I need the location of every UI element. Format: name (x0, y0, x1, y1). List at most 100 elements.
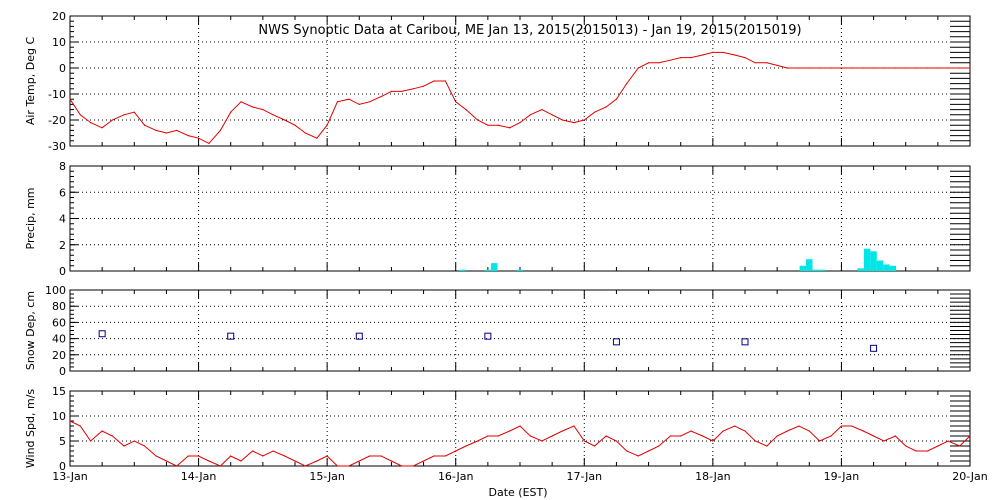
data-point (561, 119, 564, 121)
y-tick-label: 10 (52, 410, 66, 423)
data-point (840, 67, 843, 69)
y-tick-label: 0 (59, 365, 66, 378)
data-point (776, 64, 778, 66)
panel-wind: 0 5 10 15 Wind Spd, m/s (24, 385, 971, 473)
data-point (455, 101, 457, 103)
data-point (143, 445, 146, 447)
data-point (926, 67, 929, 69)
y-tick-label: 15 (52, 385, 66, 398)
data-point (754, 440, 756, 442)
data-point (658, 62, 660, 64)
x-tick-label: 17-Jan (567, 470, 603, 483)
y-tick-label: 80 (52, 300, 66, 313)
data-point (348, 465, 350, 467)
precip-bar (491, 263, 498, 271)
data-point (744, 57, 746, 59)
precip-bar (516, 269, 524, 271)
y-tick-label: 2 (59, 239, 66, 252)
data-point (905, 67, 907, 69)
data-point (637, 455, 639, 457)
data-point (583, 440, 585, 442)
data-point (551, 435, 553, 437)
y-tick-label: 0 (59, 460, 66, 473)
y-tick-label: 40 (52, 333, 66, 346)
x-tick-label: 16-Jan (438, 470, 474, 483)
data-point (487, 435, 489, 437)
x-tick-label: 19-Jan (824, 470, 860, 483)
data-point (187, 455, 189, 457)
data-point (947, 440, 949, 442)
data-point (368, 455, 371, 457)
data-point (926, 450, 929, 452)
data-point (573, 122, 575, 124)
y-tick-label: 20 (52, 349, 66, 362)
data-point (680, 435, 682, 437)
data-point (798, 67, 800, 69)
data-point (840, 425, 843, 427)
panel-air_temp: -30 -20 -10 0 10 20 Air Temp, Deg C (24, 10, 971, 153)
data-point (647, 450, 650, 452)
data-point (969, 67, 971, 69)
data-point (69, 420, 71, 422)
data-point (476, 119, 479, 121)
data-point (412, 465, 414, 467)
data-point (208, 460, 210, 462)
data-point (959, 67, 961, 69)
data-point (123, 445, 125, 447)
snow-depth-marker (612, 338, 620, 346)
data-point (497, 435, 499, 437)
data-point (390, 90, 393, 92)
data-point (712, 51, 714, 54)
data-point (615, 98, 618, 100)
x-tick-label: 15-Jan (309, 470, 345, 483)
data-point (766, 445, 768, 447)
data-point (808, 430, 810, 432)
precip-bar (870, 251, 877, 271)
precip-bar (863, 248, 871, 271)
x-tick-label: 20-Jan (952, 470, 988, 483)
data-point (133, 440, 135, 442)
data-point (551, 114, 553, 116)
data-point (722, 430, 724, 432)
data-point (197, 137, 200, 139)
data-point (561, 430, 564, 432)
precip-bar (818, 269, 826, 271)
data-point (808, 67, 810, 69)
data-point (647, 62, 650, 64)
data-point (734, 54, 736, 56)
data-point (123, 114, 125, 116)
data-point (818, 440, 821, 442)
data-point (626, 450, 628, 452)
precip-bar (799, 265, 807, 271)
data-point (786, 67, 789, 69)
data-point (155, 455, 157, 457)
data-point (894, 67, 897, 69)
data-point (197, 455, 200, 457)
data-point (487, 124, 489, 126)
y-tick-label: 8 (59, 160, 66, 173)
data-point (915, 450, 917, 452)
data-point (176, 129, 178, 131)
data-point (219, 465, 222, 467)
data-point (573, 425, 575, 427)
data-point (519, 122, 521, 124)
precip-bar (857, 268, 864, 271)
data-point (476, 440, 479, 442)
data-point (326, 124, 328, 126)
data-point (905, 445, 907, 447)
data-point (872, 67, 875, 69)
data-point (219, 129, 222, 131)
data-point (776, 435, 778, 437)
y-tick-label: 0 (59, 62, 66, 75)
data-point (529, 114, 531, 116)
data-point (294, 460, 296, 462)
snow-depth-marker (98, 330, 106, 338)
data-point (69, 98, 71, 100)
data-point (798, 425, 800, 427)
data-point (605, 106, 607, 108)
y-tick-label: 4 (59, 213, 66, 226)
data-point (754, 62, 756, 64)
series-line-air_temp (69, 51, 970, 145)
data-point (316, 137, 318, 139)
data-point (851, 67, 853, 69)
